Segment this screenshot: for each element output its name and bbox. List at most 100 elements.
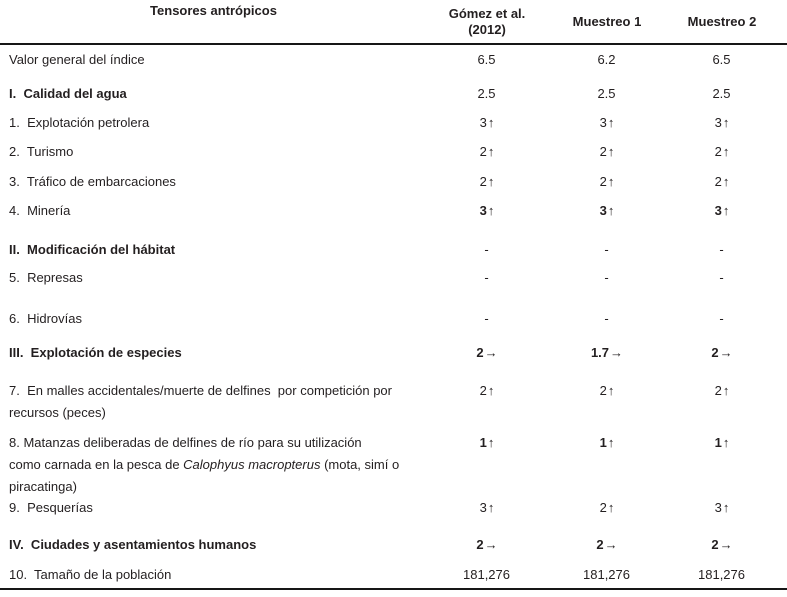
cell-number: 2.5 bbox=[712, 86, 731, 101]
up-arrow-icon: ↑ bbox=[722, 115, 730, 130]
up-arrow-icon: ↑ bbox=[487, 435, 495, 450]
cell-number: 2 bbox=[476, 345, 484, 360]
trend-arrow bbox=[616, 86, 617, 101]
trend-arrow bbox=[731, 86, 732, 101]
cell-number: 2.5 bbox=[477, 86, 496, 101]
table-row-seccion-calidad-agua: I. Calidad del agua 2.5 2.5 2.5 bbox=[0, 86, 787, 102]
row-label: Valor general del índice bbox=[9, 52, 145, 67]
table-row-seccion-ciudades: IV. Ciudades y asentamientos humanos 2→ … bbox=[0, 537, 787, 553]
trend-arrow bbox=[496, 52, 497, 67]
trend-arrow bbox=[510, 567, 511, 582]
row-label: 10. Tamaño de la población bbox=[9, 567, 172, 582]
up-arrow-icon: ↑ bbox=[607, 115, 615, 130]
value-cell: 2.5 bbox=[427, 86, 547, 102]
table-row-matanzas-deliberadas: 8. Matanzas deliberadas de delfines de r… bbox=[0, 432, 787, 498]
cell-number: 6.2 bbox=[597, 52, 616, 67]
up-arrow-icon: ↑ bbox=[607, 383, 615, 398]
trend-arrow bbox=[489, 270, 490, 285]
value-cell: 6.2 bbox=[547, 52, 667, 68]
trend-arrow bbox=[616, 52, 617, 67]
cell-number: 2 bbox=[596, 537, 604, 552]
trend-arrow bbox=[724, 242, 725, 257]
cell-number: 2 bbox=[476, 537, 484, 552]
right-arrow-icon: → bbox=[484, 345, 498, 360]
up-arrow-icon: ↑ bbox=[607, 144, 615, 159]
up-arrow-icon: ↑ bbox=[722, 435, 730, 450]
row-label: 8. Matanzas deliberadas de delfines de r… bbox=[0, 432, 427, 498]
value-cell: - bbox=[667, 311, 777, 327]
cell-number: 2 bbox=[714, 144, 722, 159]
cell-number: - bbox=[719, 242, 724, 257]
trend-arrow bbox=[724, 311, 725, 326]
value-cell: - bbox=[427, 270, 547, 286]
table-row-tamano-poblacion: 10. Tamaño de la población 181,276 181,2… bbox=[0, 567, 787, 583]
row-label: I. Calidad del agua bbox=[9, 86, 127, 101]
cell-number: - bbox=[484, 270, 489, 285]
up-arrow-icon: ↑ bbox=[487, 500, 495, 515]
right-arrow-icon: → bbox=[484, 537, 498, 552]
trend-arrow bbox=[724, 270, 725, 285]
trend-arrow bbox=[489, 242, 490, 257]
value-cell: 2↑ bbox=[427, 380, 547, 399]
value-cell: 181,276 bbox=[427, 567, 547, 583]
up-arrow-icon: ↑ bbox=[722, 383, 730, 398]
cell-number: - bbox=[484, 242, 489, 257]
value-cell: 2↑ bbox=[547, 380, 667, 399]
value-cell: 6.5 bbox=[427, 52, 547, 68]
value-cell: 3↑ bbox=[547, 203, 667, 219]
value-cell: 6.5 bbox=[667, 52, 777, 68]
value-cell: 2→ bbox=[427, 345, 547, 361]
value-cell: 2→ bbox=[547, 537, 667, 553]
value-cell: 3↑ bbox=[427, 500, 547, 516]
cell-number: 1 bbox=[714, 435, 722, 450]
row-label: III. Explotación de especies bbox=[9, 345, 182, 360]
trend-arrow bbox=[609, 311, 610, 326]
table-row-mineria: 4. Minería 3↑ 3↑ 3↑ bbox=[0, 203, 787, 219]
cell-number: 3 bbox=[479, 500, 487, 515]
cell-number: 1.7 bbox=[590, 345, 610, 360]
column-header-gomez-line2: (2012) bbox=[468, 21, 506, 37]
cell-number: - bbox=[604, 270, 609, 285]
value-cell: 181,276 bbox=[667, 567, 777, 583]
table-row-mallas-accidentales: 7. En malles accidentales/muerte de delf… bbox=[0, 380, 787, 424]
cell-number: 1 bbox=[599, 435, 607, 450]
up-arrow-icon: ↑ bbox=[722, 203, 730, 218]
value-cell: 3↑ bbox=[547, 115, 667, 131]
right-arrow-icon: → bbox=[719, 345, 733, 360]
value-cell: - bbox=[667, 242, 777, 258]
cell-number: 181,276 bbox=[463, 567, 510, 582]
value-cell: 2↑ bbox=[667, 380, 777, 399]
table-row-trafico-embarcaciones: 3. Tráfico de embarcaciones 2↑ 2↑ 2↑ bbox=[0, 174, 787, 190]
column-header-tensores: Tensores antrópicos bbox=[150, 3, 277, 18]
value-cell: 3↑ bbox=[667, 203, 777, 219]
value-cell: - bbox=[547, 270, 667, 286]
cell-number: 3 bbox=[714, 115, 722, 130]
value-cell: 181,276 bbox=[547, 567, 667, 583]
cell-number: 6.5 bbox=[477, 52, 496, 67]
row-label: 5. Represas bbox=[9, 270, 83, 285]
value-cell: - bbox=[547, 311, 667, 327]
cell-number: 181,276 bbox=[698, 567, 745, 582]
cell-number: - bbox=[604, 242, 609, 257]
value-cell: 2↑ bbox=[547, 144, 667, 160]
value-cell: 2.5 bbox=[667, 86, 777, 102]
value-cell: 2↑ bbox=[547, 500, 667, 516]
cell-number: 2 bbox=[599, 144, 607, 159]
row-label: 9. Pesquerías bbox=[9, 500, 93, 515]
value-cell: 2↑ bbox=[427, 144, 547, 160]
cell-number: 2.5 bbox=[597, 86, 616, 101]
table-bottom-rule bbox=[0, 588, 787, 590]
species-name-italic: Calophyus macropterus bbox=[183, 457, 321, 472]
table-row-pesquerias: 9. Pesquerías 3↑ 2↑ 3↑ bbox=[0, 500, 787, 516]
cell-number: - bbox=[719, 270, 724, 285]
value-cell: 2→ bbox=[427, 537, 547, 553]
value-cell: - bbox=[427, 311, 547, 327]
cell-number: 2 bbox=[714, 383, 722, 398]
value-cell: 1.7→ bbox=[547, 345, 667, 361]
cell-number: 3 bbox=[479, 115, 487, 130]
value-cell: - bbox=[547, 242, 667, 258]
cell-number: 3 bbox=[479, 203, 487, 218]
value-cell: 1↑ bbox=[427, 432, 547, 451]
trend-arrow bbox=[609, 270, 610, 285]
